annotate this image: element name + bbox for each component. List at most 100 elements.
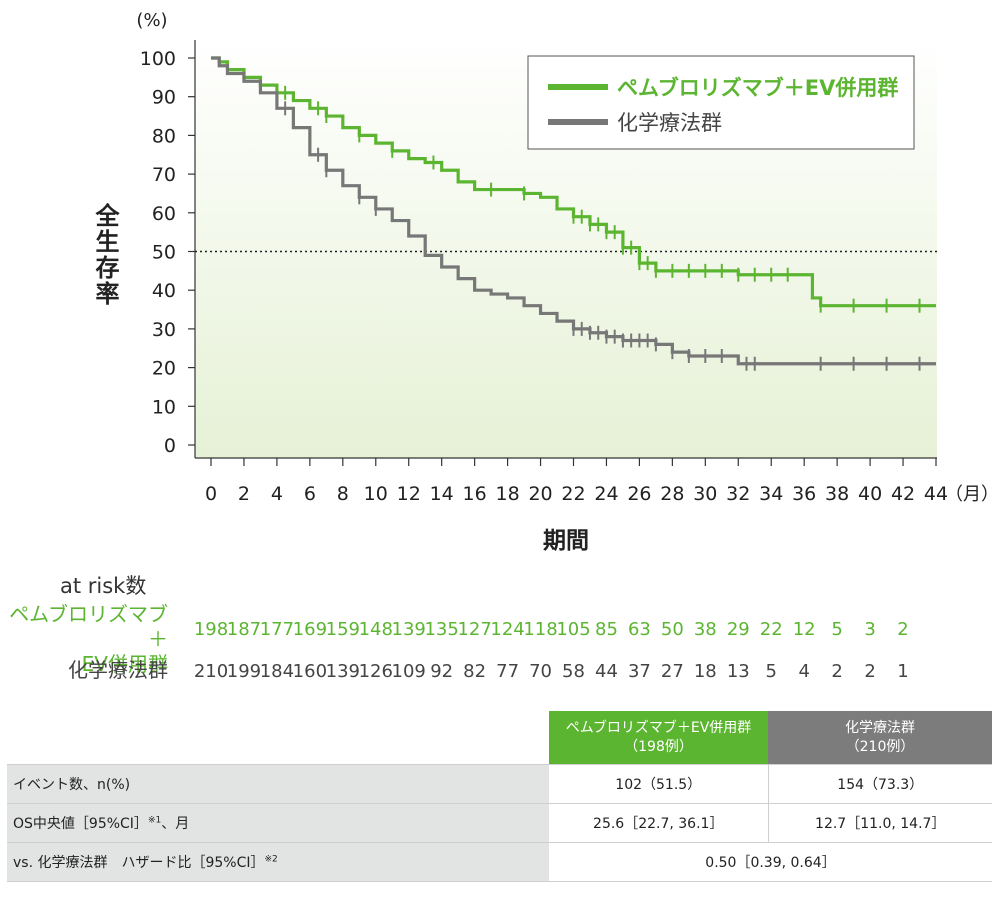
x-tick-label: 14 [430, 483, 454, 505]
summary-cell-combined: 0.50［0.39, 0.64］ [549, 842, 992, 882]
x-tick-label: 42 [891, 483, 915, 505]
at-risk-value-g2: 70 [529, 661, 552, 682]
at-risk-value-g2: 139 [325, 661, 360, 682]
y-tick-label: 10 [152, 396, 176, 418]
at-risk-value-g1: 159 [325, 619, 360, 640]
at-risk-value-g2: 2 [864, 661, 876, 682]
legend-box [527, 55, 915, 150]
summary-row-label-text: vs. 化学療法群 ハザード比［95%CI］ [13, 855, 265, 871]
summary-header-blank [7, 711, 549, 765]
x-tick-label: 40 [858, 483, 882, 505]
legend: ペムブロリズマブ＋EV併用群 化学療法群 [527, 55, 915, 150]
at-risk-value-g2: 126 [358, 661, 393, 682]
summary-row-label-tail: 、月 [161, 816, 190, 832]
summary-row-median: OS中央値［95%CI］※1、月 25.6［22.7, 36.1］ 12.7［1… [7, 803, 992, 843]
x-tick-label: 24 [594, 483, 618, 505]
at-risk-value-g2: 109 [391, 661, 426, 682]
at-risk-value-g2: 184 [259, 661, 295, 682]
summary-cell-g2: 154（73.3） [767, 764, 992, 804]
summary-header-g1-line2: （198例） [624, 738, 693, 755]
at-risk-title: at risk数 [60, 574, 147, 598]
at-risk-label-g1-line2: EV併用群 [81, 652, 168, 676]
x-tick-label: 26 [627, 483, 651, 505]
x-tick-label: 36 [792, 483, 816, 505]
x-tick-label: 16 [463, 483, 487, 505]
x-tick-label: 44 [924, 483, 948, 505]
x-tick-label: 8 [337, 483, 349, 505]
x-tick-label: 12 [397, 483, 421, 505]
x-tick-label: 30 [693, 483, 717, 505]
at-risk-label-g1-line1: ペムブロリズマブ＋ [9, 602, 168, 651]
at-risk-value-g2: 77 [496, 661, 520, 682]
at-risk-value-g2: 2 [831, 661, 843, 682]
at-risk-value-g2: 4 [798, 661, 810, 682]
at-risk-value-g1: 187 [226, 619, 262, 640]
at-risk-label-g1: ペムブロリズマブ＋ EV併用群 [0, 602, 168, 677]
y-tick-label: 80 [152, 125, 176, 147]
at-risk-value-g1: 29 [726, 619, 750, 640]
at-risk-value-g1: 139 [391, 619, 426, 640]
footnote-mark: ※1 [147, 815, 162, 826]
x-tick-label: 18 [495, 483, 519, 505]
at-risk-value-g1: 85 [595, 619, 618, 640]
y-tick-label: 20 [152, 358, 176, 380]
x-tick-label: 32 [726, 483, 750, 505]
at-risk-value-g2: 58 [562, 661, 585, 682]
at-risk-value-g1: 50 [660, 619, 684, 640]
at-risk-value-g1: 63 [627, 619, 651, 640]
summary-header-g1: ペムブロリズマブ＋EV併用群 （198例） [549, 711, 768, 765]
summary-table: ペムブロリズマブ＋EV併用群 （198例） 化学療法群 （210例） イベント数… [7, 711, 992, 882]
at-risk-value-g2: 13 [726, 661, 750, 682]
at-risk-value-g1: 22 [759, 619, 783, 640]
at-risk-value-g1: 169 [292, 619, 328, 640]
at-risk-value-g2: 1 [897, 661, 909, 682]
summary-row-hazard: vs. 化学療法群 ハザード比［95%CI］※2 0.50［0.39, 0.64… [7, 842, 992, 882]
x-tick-label: 20 [528, 483, 552, 505]
at-risk-value-g1: 177 [259, 619, 295, 640]
at-risk-value-g1: 135 [424, 619, 459, 640]
y-tick-label: 100 [140, 48, 176, 70]
at-risk-value-g1: 118 [523, 619, 558, 640]
legend-label-g1: ペムブロリズマブ＋EV併用群 [617, 76, 898, 100]
y-unit: (%) [136, 10, 167, 31]
at-risk-value-g1: 148 [358, 619, 393, 640]
at-risk-value-g1: 2 [897, 619, 909, 640]
at-risk-value-g1: 198 [193, 619, 229, 640]
x-tick-label: 0 [205, 483, 217, 505]
at-risk-value-g1: 105 [556, 619, 591, 640]
summary-row-label-text: OS中央値［95%CI］ [13, 816, 148, 832]
summary-header-g2: 化学療法群 （210例） [768, 711, 992, 765]
summary-row-label: vs. 化学療法群 ハザード比［95%CI］※2 [7, 842, 549, 882]
summary-row-label: イベント数、n(%) [7, 764, 549, 804]
y-tick-label: 30 [152, 319, 176, 341]
x-tick-label: 2 [238, 483, 250, 505]
summary-row-events: イベント数、n(%) 102（51.5） 154（73.3） [7, 764, 992, 804]
y-tick-label: 90 [152, 87, 176, 109]
summary-cell-g2: 12.7［11.0, 14.7］ [767, 803, 992, 843]
summary-header-row: ペムブロリズマブ＋EV併用群 （198例） 化学療法群 （210例） [7, 711, 992, 765]
at-risk-value-g2: 18 [693, 661, 717, 682]
x-unit: （月） [945, 484, 999, 505]
summary-header-g2-line1: 化学療法群 [845, 719, 915, 736]
series-line-1 [211, 56, 936, 308]
at-risk-value-g2: 44 [595, 661, 618, 682]
at-risk-label-g2: 化学療法群 [68, 658, 168, 682]
summary-header-g1-line1: ペムブロリズマブ＋EV併用群 [565, 719, 752, 736]
at-risk-value-g2: 210 [193, 661, 229, 682]
at-risk-value-g1: 38 [693, 619, 717, 640]
y-tick-label: 50 [152, 242, 176, 264]
at-risk-value-g2: 199 [226, 661, 262, 682]
x-tick-label: 6 [304, 483, 316, 505]
summary-header-g2-line2: （210例） [845, 738, 915, 755]
at-risk-table: at risk数 ペムブロリズマブ＋ EV併用群 化学療法群 198 187 177… [0, 560, 1000, 700]
x-tick-label: 38 [825, 483, 849, 505]
y-tick-label: 0 [164, 435, 176, 457]
x-tick-label: 22 [561, 483, 585, 505]
at-risk-value-g2: 82 [463, 661, 487, 682]
x-tick-label: 34 [759, 483, 783, 505]
y-tick-label: 40 [152, 280, 176, 302]
at-risk-value-g1: 124 [490, 619, 525, 640]
at-risk-value-g2: 92 [430, 661, 454, 682]
at-risk-value-g1: 3 [864, 619, 876, 640]
